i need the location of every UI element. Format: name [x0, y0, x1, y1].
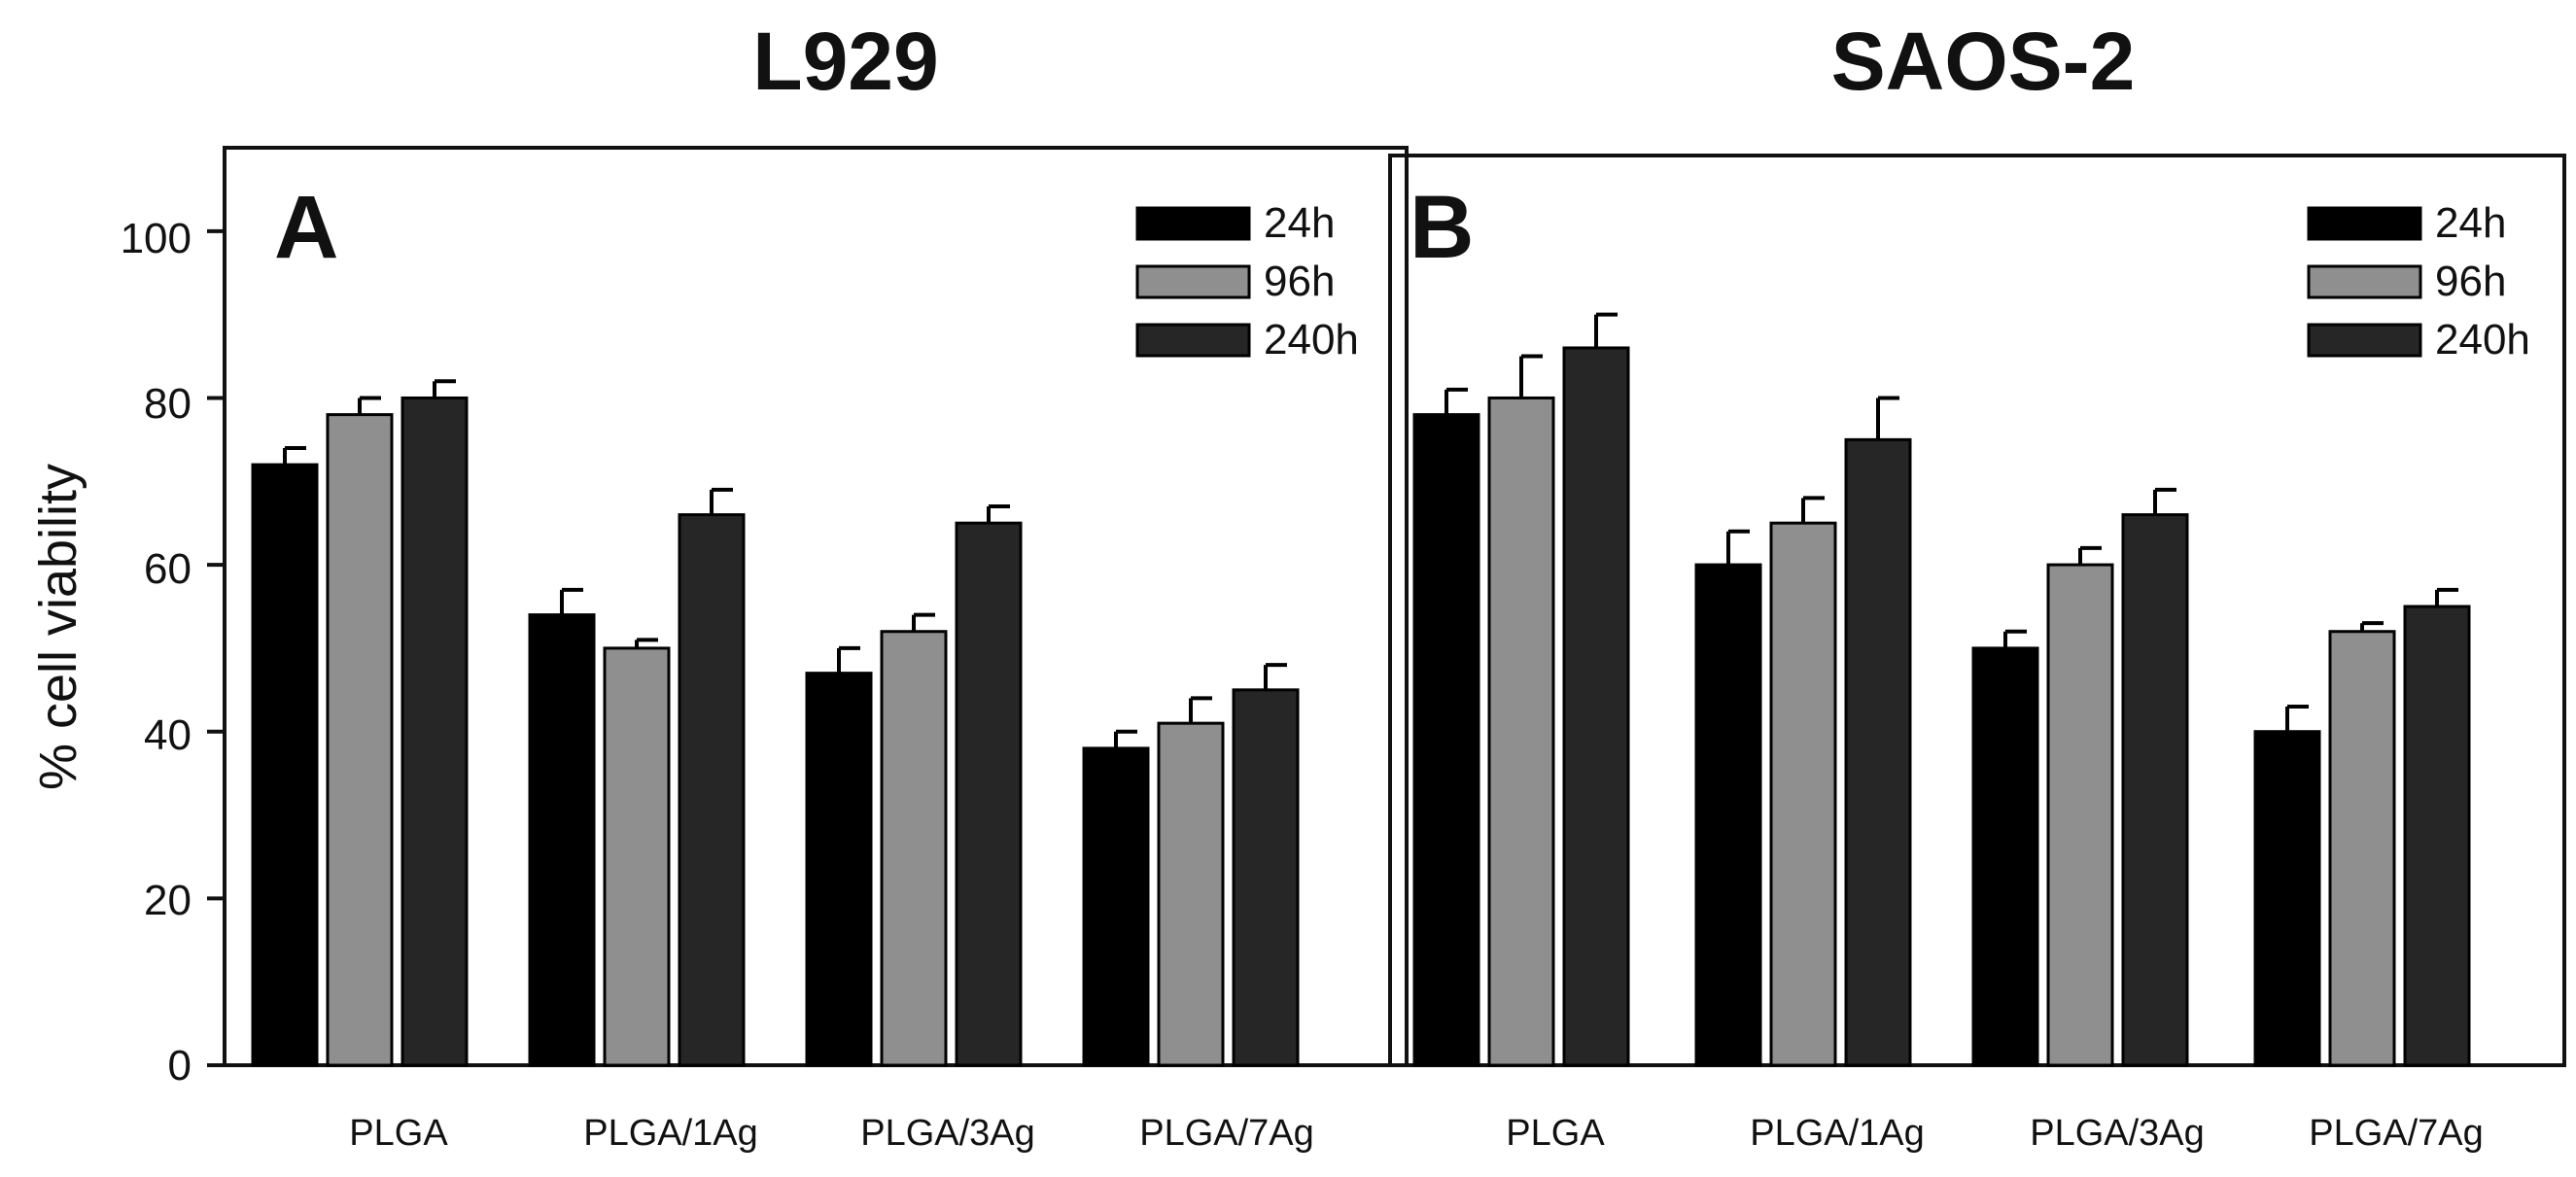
legend-swatch-24h — [1135, 206, 1251, 241]
panel-b-bar-240h-plga — [1562, 346, 1630, 1067]
y-tick-label-0: 0 — [168, 1042, 191, 1090]
legend-swatch-96h — [1135, 264, 1251, 299]
panel-a-bars — [251, 379, 1300, 1067]
legend-label-240h: 240h — [2435, 316, 2530, 363]
legend-label-96h: 96h — [2435, 258, 2506, 305]
panel-b-category-label: PLGA/7Ag — [2309, 1113, 2484, 1154]
panel-b-bar-96h-plga — [1487, 396, 1555, 1067]
panel-a-bar-96h-plga3ag — [880, 630, 948, 1067]
legend-label-96h: 96h — [1264, 258, 1335, 305]
legend-swatch-24h — [2307, 206, 2422, 241]
panel-a-bar-24h-plga — [251, 463, 319, 1067]
panel-b-bar-24h-plga — [1412, 413, 1480, 1067]
y-axis-label: % cell viability — [29, 464, 87, 790]
panel-a-bar-240h-plga — [400, 396, 469, 1067]
panel-b-bar-24h-plga1ag — [1694, 563, 1762, 1067]
panel-b-bar-240h-plga7ag — [2403, 605, 2471, 1067]
panel-b-bar-24h-plga7ag — [2253, 730, 2321, 1067]
panel-b-bars — [1412, 312, 2471, 1067]
panel-a-bar-96h-plga1ag — [603, 646, 671, 1067]
legend-swatch-240h — [1135, 323, 1251, 358]
legend-label-24h: 24h — [2435, 199, 2506, 247]
legend-label-24h: 24h — [1264, 199, 1335, 247]
panel-b-category-label: PLGA/3Ag — [2030, 1113, 2205, 1154]
legend-swatch-96h — [2307, 264, 2422, 299]
panel-a-bar-240h-plga7ag — [1232, 688, 1300, 1067]
panel-b-bar-240h-plga3ag — [2121, 513, 2189, 1067]
panel-a-category-label: PLGA/1Ag — [583, 1113, 758, 1154]
panel-a-category-label: PLGA/7Ag — [1139, 1113, 1314, 1154]
y-tick-label-20: 20 — [144, 877, 191, 924]
panel-b-letter: B — [1410, 178, 1474, 277]
panel-a-bar-240h-plga1ag — [678, 513, 746, 1067]
chart-title-saos2: SAOS-2 — [1831, 16, 2136, 107]
panel-a-bar-24h-plga1ag — [528, 613, 596, 1067]
panel-b-bar-96h-plga1ag — [1769, 521, 1837, 1067]
panel-a-bar-24h-plga3ag — [805, 672, 873, 1067]
chart-title-l929: L929 — [752, 16, 938, 107]
panel-b-category-label: PLGA/1Ag — [1750, 1113, 1925, 1154]
y-axis-ticks — [207, 228, 225, 1067]
legend-swatch-240h — [2307, 323, 2422, 358]
y-tick-label-80: 80 — [144, 380, 191, 428]
panel-a-bar-24h-plga7ag — [1082, 746, 1150, 1067]
panel-b-bar-24h-plga3ag — [1971, 646, 2039, 1067]
panel-a-bar-96h-plga7ag — [1157, 721, 1225, 1067]
panel-a-letter: A — [274, 178, 338, 277]
panel-b-bar-240h-plga1ag — [1844, 437, 1912, 1067]
panel-b-bar-96h-plga7ag — [2328, 630, 2396, 1067]
panel-b-bar-96h-plga3ag — [2046, 563, 2114, 1067]
panel-a-bar-96h-plga — [326, 413, 394, 1067]
y-tick-label-40: 40 — [144, 711, 191, 759]
legend-label-240h: 240h — [1264, 316, 1359, 363]
panel-a-category-label: PLGA — [349, 1113, 448, 1154]
y-tick-label-60: 60 — [144, 545, 191, 593]
panel-a-bar-240h-plga3ag — [955, 521, 1023, 1067]
y-tick-label-100: 100 — [121, 215, 191, 262]
panel-b-category-label: PLGA — [1506, 1113, 1605, 1154]
panel-a-category-label: PLGA/3Ag — [860, 1113, 1035, 1154]
